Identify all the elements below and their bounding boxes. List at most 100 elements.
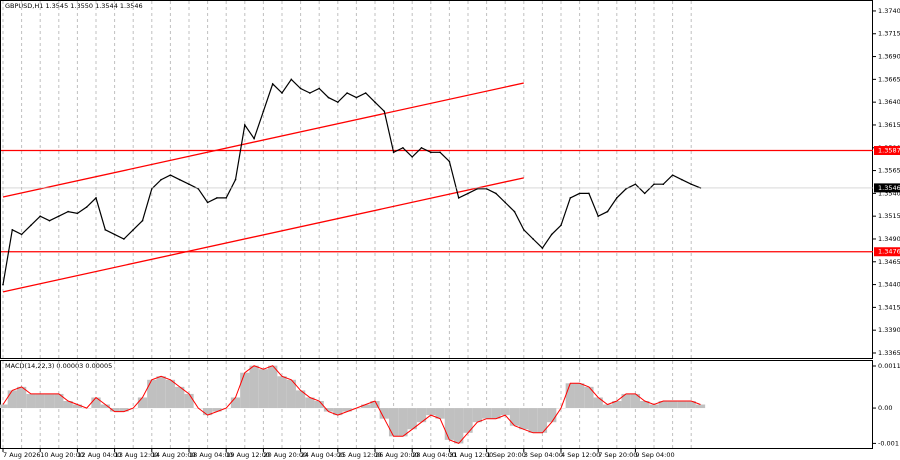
macd-bar xyxy=(602,404,613,409)
x-tick-label: 18 Aug 04:00 xyxy=(189,451,233,459)
macd-bar xyxy=(640,400,650,409)
macd-bar xyxy=(63,400,73,409)
signal-line xyxy=(2,365,701,444)
level-label-box xyxy=(874,247,900,257)
price-point xyxy=(588,192,590,195)
price-point xyxy=(151,188,153,190)
price-point xyxy=(132,229,134,231)
macd-bar xyxy=(119,408,129,412)
price-point xyxy=(578,192,581,195)
y-tick-label: 1.3440 xyxy=(878,281,900,289)
macd-frame xyxy=(0,360,873,449)
macd-bar xyxy=(342,408,352,412)
price-point xyxy=(392,151,395,154)
macd-bar xyxy=(295,390,306,409)
y-tick-label: 1.3490 xyxy=(878,235,900,243)
macd-bar xyxy=(249,365,259,409)
macd-bar xyxy=(230,397,241,409)
trendline xyxy=(2,82,524,198)
price-point xyxy=(550,233,553,236)
macd-bar xyxy=(463,408,473,433)
macd-bar xyxy=(109,408,120,412)
price-point xyxy=(271,83,274,85)
macd-bar xyxy=(500,408,510,416)
price-point xyxy=(374,101,376,103)
macd-bar xyxy=(407,408,417,430)
price-point xyxy=(606,210,609,213)
main-frame xyxy=(0,0,873,359)
x-tick-label: 26 Aug 20:00 xyxy=(375,451,419,459)
x-tick-label: 10 Aug 20:00 xyxy=(40,451,84,459)
macd-bar xyxy=(240,372,250,409)
x-tick-label: 24 Aug 04:00 xyxy=(301,451,345,459)
price-point xyxy=(467,192,469,195)
macd-bar xyxy=(165,379,176,409)
price-point xyxy=(513,210,516,213)
macd-bar xyxy=(481,408,492,419)
macd-bar xyxy=(314,400,324,409)
macd-bar xyxy=(370,400,380,409)
macd-bar xyxy=(537,408,548,433)
price-point xyxy=(123,238,125,240)
price-point xyxy=(58,215,60,217)
y-tick-label: 1.3465 xyxy=(878,258,900,266)
x-tick-label: 12 Aug 04:00 xyxy=(77,451,121,459)
level-label: 1.3476 xyxy=(878,248,900,256)
macd-bar xyxy=(258,369,269,409)
trendline xyxy=(2,177,524,293)
price-point xyxy=(411,156,414,158)
x-tick-label: 19 Aug 12:00 xyxy=(226,451,270,459)
price-point xyxy=(690,183,692,186)
macd-bar xyxy=(695,404,706,409)
macd-bar xyxy=(7,390,17,409)
macd-bar xyxy=(509,408,520,426)
macd-bar xyxy=(444,408,455,440)
price-point xyxy=(318,87,321,90)
macd-bar xyxy=(667,400,678,409)
macd-bar xyxy=(491,408,501,419)
macd-bar xyxy=(175,386,185,409)
y-tick-label: 0.00119 xyxy=(878,362,900,370)
x-tick-label: 1 Sep 20:00 xyxy=(487,451,526,459)
y-tick-label: 1.3665 xyxy=(878,75,900,83)
price-point xyxy=(495,192,497,195)
price-point xyxy=(85,206,88,208)
y-tick-label: 1.3515 xyxy=(878,212,900,220)
x-tick-label: 4 Sep 12:00 xyxy=(561,451,600,459)
macd-bar xyxy=(156,376,166,409)
macd-bar xyxy=(565,383,575,409)
macd-bar xyxy=(147,379,157,409)
current-price-label: 1.3546 xyxy=(878,184,900,192)
price-point xyxy=(476,188,479,190)
macd-bar xyxy=(323,408,334,412)
price-point xyxy=(188,183,190,186)
macd-bar xyxy=(184,393,194,409)
price-point xyxy=(11,229,14,231)
main-title: GBPUSD,H1 1.3545 1.3550 1.3544 1.3546 xyxy=(5,2,143,10)
price-point xyxy=(383,110,386,113)
price-point xyxy=(281,92,283,94)
price-point xyxy=(448,160,451,163)
macd-bar xyxy=(91,397,101,409)
y-tick-label: 1.3540 xyxy=(878,189,900,197)
price-point xyxy=(95,197,97,199)
macd-bar xyxy=(519,408,529,430)
price-point xyxy=(20,233,23,236)
macd-bar xyxy=(454,408,464,444)
price-point xyxy=(569,197,572,199)
macd-bar xyxy=(286,379,296,409)
price-point xyxy=(104,229,107,231)
macd-bar xyxy=(649,404,659,409)
macd-bar xyxy=(212,408,222,412)
x-tick-label: 20 Aug 20:00 xyxy=(263,451,307,459)
price-point xyxy=(485,188,488,190)
price-point xyxy=(327,96,330,99)
price-point xyxy=(141,219,144,222)
price-point xyxy=(48,219,51,222)
y-tick-label: 1.3390 xyxy=(878,326,900,334)
price-point xyxy=(420,146,423,149)
price-point xyxy=(160,178,162,181)
price-point xyxy=(541,247,544,249)
x-tick-label: 14 Aug 20:00 xyxy=(152,451,196,459)
macd-bar xyxy=(44,393,55,409)
